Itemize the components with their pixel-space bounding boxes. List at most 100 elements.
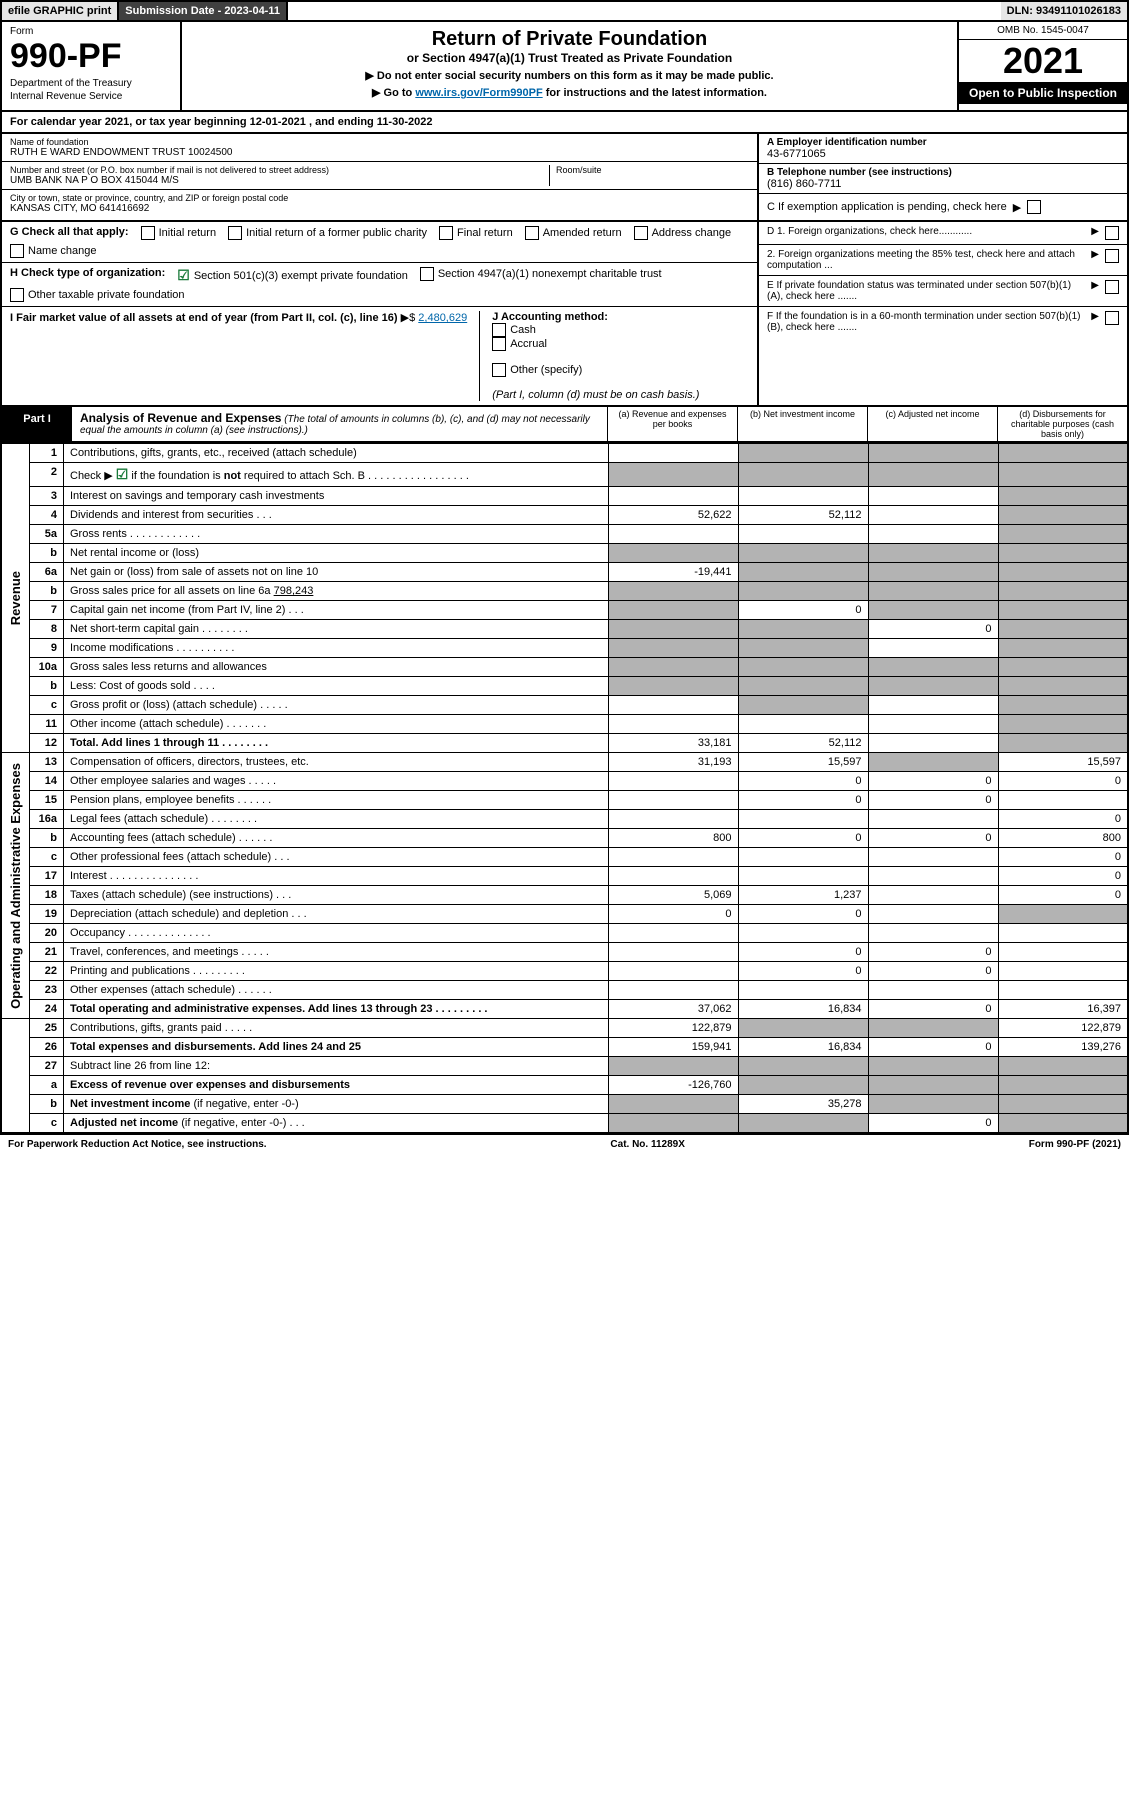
address-value: UMB BANK NA P O BOX 415044 M/S	[10, 175, 549, 186]
table-row: 22Printing and publications . . . . . . …	[1, 962, 1128, 981]
line6b-gross-sales: 798,243	[274, 585, 314, 597]
checkbox-final[interactable]	[439, 226, 453, 240]
line12-col-b: 52,112	[738, 734, 868, 753]
instruction-link: ▶ Go to www.irs.gov/Form990PF for instru…	[192, 86, 947, 99]
tel-label: B Telephone number (see instructions)	[767, 167, 1119, 178]
table-row: 18Taxes (attach schedule) (see instructi…	[1, 886, 1128, 905]
check-mark-icon: ☑	[116, 466, 129, 482]
efile-btn[interactable]: efile GRAPHIC print	[2, 2, 119, 20]
check-boxes: G Check all that apply: Initial return I…	[0, 222, 1129, 407]
entity-info: Name of foundation RUTH E WARD ENDOWMENT…	[0, 134, 1129, 222]
j-note: (Part I, column (d) must be on cash basi…	[492, 389, 699, 401]
arrow-icon: ▶	[1091, 280, 1099, 291]
arrow-icon: ▶	[1091, 249, 1099, 260]
g-label: G Check all that apply:	[10, 226, 129, 238]
checkbox-cash[interactable]	[492, 323, 506, 337]
table-row: 21Travel, conferences, and meetings . . …	[1, 943, 1128, 962]
line7-col-b: 0	[738, 601, 868, 620]
calendar-year-line: For calendar year 2021, or tax year begi…	[0, 112, 1129, 134]
table-row: bLess: Cost of goods sold . . . .	[1, 677, 1128, 696]
table-row: 3Interest on savings and temporary cash …	[1, 487, 1128, 506]
dept-treasury: Department of the Treasury	[10, 78, 172, 89]
line4-col-b: 52,112	[738, 506, 868, 525]
line13-col-d: 15,597	[998, 753, 1128, 772]
table-row: 6aNet gain or (loss) from sale of assets…	[1, 563, 1128, 582]
address-label: Number and street (or P.O. box number if…	[10, 165, 549, 175]
form-footer: Form 990-PF (2021)	[1029, 1139, 1121, 1150]
foundation-name-label: Name of foundation	[10, 137, 749, 147]
checkbox-c[interactable]	[1027, 200, 1041, 214]
checkbox-initial-return[interactable]	[141, 226, 155, 240]
line13-col-b: 15,597	[738, 753, 868, 772]
table-row: 16aLegal fees (attach schedule) . . . . …	[1, 810, 1128, 829]
form-subtitle: or Section 4947(a)(1) Trust Treated as P…	[192, 51, 947, 65]
table-row: 12Total. Add lines 1 through 11 . . . . …	[1, 734, 1128, 753]
checkbox-initial-former[interactable]	[228, 226, 242, 240]
table-row: Operating and Administrative Expenses13C…	[1, 753, 1128, 772]
instruction-ssn: ▶ Do not enter social security numbers o…	[192, 69, 947, 82]
paperwork-notice: For Paperwork Reduction Act Notice, see …	[8, 1139, 267, 1150]
f-sixty-month: F If the foundation is in a 60-month ter…	[767, 311, 1085, 333]
table-row: 9Income modifications . . . . . . . . . …	[1, 639, 1128, 658]
checkbox-e[interactable]	[1105, 280, 1119, 294]
top-bar: efile GRAPHIC print Submission Date - 20…	[0, 0, 1129, 22]
checkbox-other-method[interactable]	[492, 363, 506, 377]
line4-col-a: 52,622	[608, 506, 738, 525]
part1-table: Revenue1Contributions, gifts, grants, et…	[0, 443, 1129, 1134]
dln: DLN: 93491101026183	[1001, 2, 1127, 20]
table-row: 8Net short-term capital gain . . . . . .…	[1, 620, 1128, 639]
table-row: 26Total expenses and disbursements. Add …	[1, 1038, 1128, 1057]
line6a-col-a: -19,441	[608, 563, 738, 582]
table-row: 14Other employee salaries and wages . . …	[1, 772, 1128, 791]
checkbox-d1[interactable]	[1105, 226, 1119, 240]
ein-label: A Employer identification number	[767, 137, 1119, 148]
line8-col-c: 0	[868, 620, 998, 639]
i-label: I Fair market value of all assets at end…	[10, 312, 398, 324]
exempt-c: C If exemption application is pending, c…	[767, 201, 1007, 213]
fmv-amount[interactable]: 2,480,629	[418, 312, 467, 324]
col-c-header: (c) Adjusted net income	[867, 407, 997, 441]
table-row: 7Capital gain net income (from Part IV, …	[1, 601, 1128, 620]
form-header: Form 990-PF Department of the Treasury I…	[0, 22, 1129, 112]
foundation-name: RUTH E WARD ENDOWMENT TRUST 10024500	[10, 147, 749, 158]
form-number: 990-PF	[10, 37, 172, 76]
table-row: 19Depreciation (attach schedule) and dep…	[1, 905, 1128, 924]
table-row: 4Dividends and interest from securities …	[1, 506, 1128, 525]
part1-label: Part I	[2, 407, 72, 441]
table-row: 24Total operating and administrative exp…	[1, 1000, 1128, 1019]
j-label: J Accounting method:	[492, 311, 608, 323]
arrow-icon: ▶	[1091, 311, 1099, 322]
tel-value: (816) 860-7711	[767, 178, 1119, 190]
checkbox-4947[interactable]	[420, 267, 434, 281]
catalog-number: Cat. No. 11289X	[610, 1139, 684, 1150]
checkbox-accrual[interactable]	[492, 337, 506, 351]
table-row: 2Check ▶ ☑ if the foundation is not requ…	[1, 463, 1128, 487]
line13-col-a: 31,193	[608, 753, 738, 772]
part1-header: Part I Analysis of Revenue and Expenses …	[0, 407, 1129, 443]
d1-foreign: D 1. Foreign organizations, check here..…	[767, 226, 1085, 237]
table-row: 17Interest . . . . . . . . . . . . . . .…	[1, 867, 1128, 886]
table-row: bNet rental income or (loss)	[1, 544, 1128, 563]
ein-value: 43-6771065	[767, 148, 1119, 160]
col-d-header: (d) Disbursements for charitable purpose…	[997, 407, 1127, 441]
submission-date: Submission Date - 2023-04-11	[119, 2, 288, 20]
city-label: City or town, state or province, country…	[10, 193, 749, 203]
table-row: 23Other expenses (attach schedule) . . .…	[1, 981, 1128, 1000]
checkbox-address-change[interactable]	[634, 226, 648, 240]
table-row: 27Subtract line 26 from line 12:	[1, 1057, 1128, 1076]
tax-year: 2021	[959, 40, 1127, 82]
open-public: Open to Public Inspection	[959, 82, 1127, 104]
omb-number: OMB No. 1545-0047	[959, 22, 1127, 40]
checkbox-name-change[interactable]	[10, 244, 24, 258]
city-value: KANSAS CITY, MO 641416692	[10, 203, 749, 214]
checkbox-d2[interactable]	[1105, 249, 1119, 263]
table-row: cOther professional fees (attach schedul…	[1, 848, 1128, 867]
col-a-header: (a) Revenue and expenses per books	[607, 407, 737, 441]
irs-link[interactable]: www.irs.gov/Form990PF	[415, 87, 542, 99]
table-row: bAccounting fees (attach schedule) . . .…	[1, 829, 1128, 848]
checkbox-amended[interactable]	[525, 226, 539, 240]
checkbox-other-taxable[interactable]	[10, 288, 24, 302]
table-row: aExcess of revenue over expenses and dis…	[1, 1076, 1128, 1095]
col-b-header: (b) Net investment income	[737, 407, 867, 441]
checkbox-f[interactable]	[1105, 311, 1119, 325]
